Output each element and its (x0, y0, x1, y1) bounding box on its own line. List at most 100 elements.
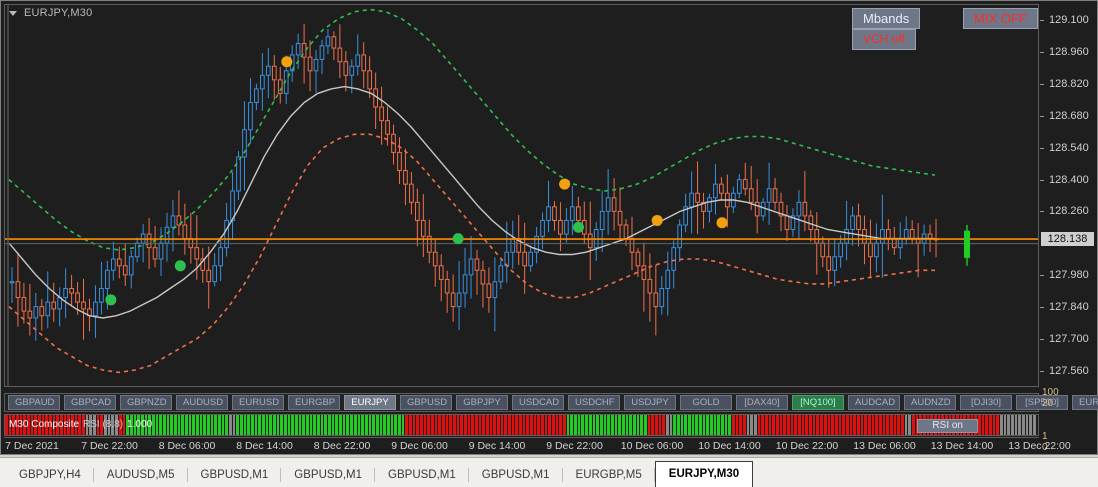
rsi-bar (1029, 415, 1034, 435)
chart-tab[interactable]: GBPUSD,M1 (281, 463, 375, 487)
rsi-bar (665, 415, 670, 435)
rsi-bar (596, 415, 600, 435)
rsi-bar (588, 415, 593, 435)
rsi-bar (71, 415, 75, 435)
rsi-bar (566, 415, 571, 435)
rsi-bar (992, 415, 997, 435)
rsi-bar (140, 415, 145, 435)
symbol-button-gold[interactable]: GOLD (680, 395, 732, 410)
rsi-bar (89, 415, 94, 435)
symbol-button-usdcad[interactable]: USDCAD (512, 395, 564, 410)
chart-tab[interactable]: AUDUSD,M5 (94, 463, 188, 487)
symbol-button-gbpnzd[interactable]: GBPNZD (120, 395, 172, 410)
rsi-bar (757, 415, 762, 435)
rsi-bar (621, 415, 626, 435)
rsi-bar (500, 415, 505, 435)
rsi-bar (772, 415, 777, 435)
rsi-bar (273, 415, 277, 435)
rsi-bar (904, 415, 909, 435)
rsi-bar (511, 415, 516, 435)
symbol-button-gbpcad[interactable]: GBPCAD (64, 395, 116, 410)
rsi-bar (585, 415, 589, 435)
symbol-button-gbpjpy[interactable]: GBPJPY (456, 395, 508, 410)
rsi-bar (129, 415, 134, 435)
symbol-button-audnzd[interactable]: AUDNZD (904, 395, 956, 410)
vch-toggle-button[interactable]: VCH off (852, 29, 916, 50)
symbol-button-eurgbp[interactable]: EURGBP (288, 395, 340, 410)
symbol-button-sp500[interactable]: [SP500] (1016, 395, 1068, 410)
rsi-bar (16, 415, 20, 435)
symbol-button-dji30[interactable]: [DJI30] (960, 395, 1012, 410)
rsi-bar (74, 415, 79, 435)
rsi-bar (684, 415, 688, 435)
rsi-bar (1018, 415, 1023, 435)
rsi-histogram (5, 415, 1038, 435)
rsi-bar (82, 415, 86, 435)
time-tick: 8 Dec 14:00 (236, 440, 293, 452)
rsi-bar (236, 415, 240, 435)
rsi-bar (188, 415, 193, 435)
rsi-bar (856, 415, 861, 435)
rsi-bar (710, 415, 714, 435)
rsi-bar (878, 415, 883, 435)
rsi-bar (676, 415, 681, 435)
rsi-bar (647, 415, 652, 435)
rsi-bar (265, 415, 270, 435)
symbol-button-gbpusd[interactable]: GBPUSD (400, 395, 452, 410)
symbol-button-strip[interactable]: GBPAUD GBPCAD GBPNZD AUDUSD EURUSD EURGBP EURJ… (4, 393, 1098, 412)
rsi-bar (287, 415, 292, 435)
rsi-bar (911, 415, 916, 435)
rsi-bar (486, 415, 490, 435)
price-chart-svg (5, 5, 1038, 386)
symbol-button-euraud[interactable]: EURAUD (1072, 395, 1098, 410)
rsi-subwindow[interactable]: M30 Composite RSI (8,8) 1.000 RSI on (4, 414, 1039, 436)
rsi-bar (254, 415, 259, 435)
time-tick: 9 Dec 14:00 (468, 440, 526, 452)
time-scale[interactable]: 7 Dec 2021 7 Dec 22:00 8 Dec 06:00 8 Dec 14… (4, 437, 1071, 454)
symbol-button-usdchf[interactable]: USDCHF (568, 395, 620, 410)
rsi-bar (900, 415, 905, 435)
chevron-down-icon[interactable] (9, 10, 17, 16)
symbol-button-eurusd[interactable]: EURUSD (232, 395, 284, 410)
rsi-bar (452, 415, 457, 435)
rsi-bar (526, 415, 531, 435)
symbol-button-dax40[interactable]: [DAX40] (736, 395, 788, 410)
rsi-bar (262, 415, 266, 435)
rsi-bar (552, 415, 556, 435)
symbol-button-audusd[interactable]: AUDUSD (176, 395, 228, 410)
chart-tab[interactable]: GBPJPY,H4 (6, 463, 94, 487)
chart-tab-bar[interactable]: GBPJPY,H4 AUDUSD,M5 GBPUSD,M1 GBPUSD,M1 GBPU… (0, 457, 1098, 487)
rsi-bar (805, 415, 810, 435)
price-scale[interactable]: 129.100 128.960 128.820 128.680 128.540 128.4… (1039, 4, 1096, 387)
symbol-button-nq100[interactable]: [NQ100] (792, 395, 844, 410)
mbands-button[interactable]: Mbands (852, 8, 921, 29)
rsi-on-button[interactable]: RSI on (917, 419, 978, 433)
symbol-button-usdjpy[interactable]: USDJPY (624, 395, 676, 410)
chart-tab[interactable]: GBPUSD,M1 (469, 463, 563, 487)
chart-tab[interactable]: GBPUSD,M1 (375, 463, 469, 487)
rsi-bar (67, 415, 72, 435)
rsi-bar (309, 415, 314, 435)
rsi-bar (860, 415, 865, 435)
time-tick: 13 Dec 06:00 (853, 440, 916, 452)
rsi-bar (346, 415, 351, 435)
chart-tab[interactable]: EURGBP,M5 (563, 463, 656, 487)
rsi-bar (504, 415, 509, 435)
rsi-bar (45, 415, 50, 435)
rsi-bar (280, 415, 285, 435)
rsi-bar (735, 415, 740, 435)
mix-toggle-button[interactable]: MIX OFF (963, 8, 1038, 29)
symbol-button-audcad[interactable]: AUDCAD (848, 395, 900, 410)
rsi-bar (34, 415, 39, 435)
symbol-button-gbpaud[interactable]: GBPAUD (8, 395, 60, 410)
rsi-bar (159, 415, 163, 435)
rsi-bar (269, 415, 274, 435)
rsi-bar (375, 415, 380, 435)
chart-tab[interactable]: EURJPY,M30 (654, 461, 754, 487)
chart-tab[interactable]: GBPUSD,M1 (188, 463, 282, 487)
chart-symbol-label: EURJPY,M30 (24, 7, 93, 19)
rsi-bar (838, 415, 843, 435)
price-plot-area[interactable] (4, 4, 1039, 387)
rsi-bar (662, 415, 666, 435)
symbol-button-eurjpy[interactable]: EURJPY (344, 395, 396, 410)
